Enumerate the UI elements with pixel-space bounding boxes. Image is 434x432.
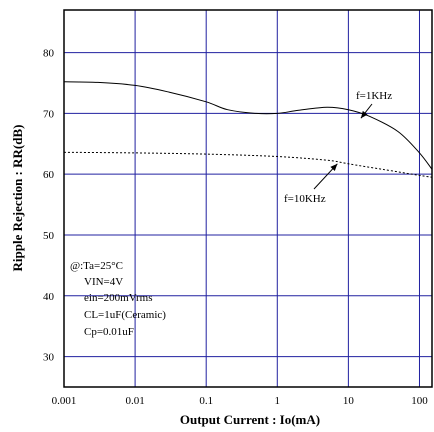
condition-line-1: @:Ta=25°C xyxy=(70,260,123,272)
condition-line-2: VIN=4V xyxy=(84,276,123,288)
x-tick-labels: 0.001 0.01 0.1 1 10 100 xyxy=(52,395,429,407)
condition-line-5: Cp=0.01uF xyxy=(84,326,134,338)
x-tick-label-3: 1 xyxy=(275,395,281,407)
y-tick-label-3: 60 xyxy=(43,169,55,181)
series-line-1khz xyxy=(63,81,433,170)
x-tick-label-0: 0.001 xyxy=(52,395,77,407)
y-tick-label-4: 70 xyxy=(43,108,55,120)
annotation-arrowhead-1khz xyxy=(360,110,368,119)
condition-line-3: ein=200mVrms xyxy=(84,292,152,304)
series-lines xyxy=(63,81,433,178)
x-tick-label-1: 0.01 xyxy=(125,395,144,407)
x-tick-label-5: 100 xyxy=(411,395,428,407)
annotation-label-1khz: f=1KHz xyxy=(356,90,392,102)
condition-line-4: CL=1uF(Ceramic) xyxy=(84,309,166,321)
annotation-label-10khz: f=10KHz xyxy=(284,193,326,205)
y-tick-labels: 30 40 50 60 70 80 xyxy=(43,48,55,364)
annotations: f=1KHz f=10KHz xyxy=(284,90,392,205)
plot-frame xyxy=(63,9,433,388)
conditions-box: @:Ta=25°C VIN=4V ein=200mVrms CL=1uF(Cer… xyxy=(70,260,166,338)
annotation-arrowhead-10khz xyxy=(330,163,338,171)
y-tick-label-0: 30 xyxy=(43,352,55,364)
y-tick-label-1: 40 xyxy=(43,291,55,303)
y-tick-label-5: 80 xyxy=(43,48,55,60)
x-tick-label-2: 0.1 xyxy=(199,395,213,407)
plot-background xyxy=(64,10,432,387)
x-axis-title: Output Current : Io(mA) xyxy=(180,412,320,427)
x-tick-label-4: 10 xyxy=(343,395,355,407)
series-line-10khz xyxy=(63,151,433,178)
y-tick-label-2: 50 xyxy=(43,230,55,242)
grid xyxy=(63,10,432,387)
y-axis-title: Ripple Rejection : RR(dB) xyxy=(10,125,25,272)
